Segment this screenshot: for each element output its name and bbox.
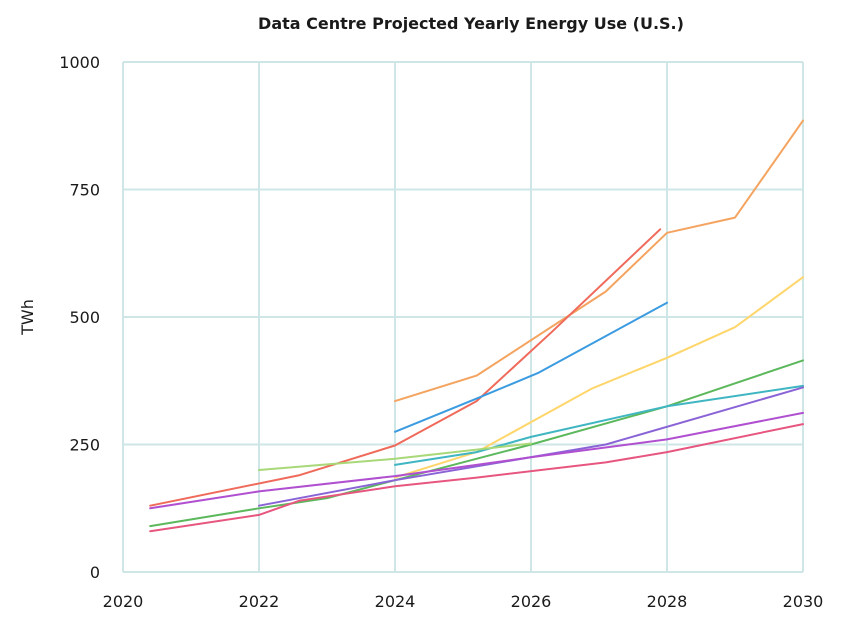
chart-title: Data Centre Projected Yearly Energy Use … xyxy=(258,14,684,33)
y-axis-label: TWh xyxy=(18,299,37,336)
series-line-9 xyxy=(149,411,804,510)
series-lines xyxy=(149,119,804,533)
series-line-7 xyxy=(258,442,532,471)
series-line-4 xyxy=(394,276,804,479)
y-tick-label: 500 xyxy=(69,308,100,327)
x-tick-label: 2030 xyxy=(783,592,824,611)
x-tick-label: 2028 xyxy=(647,592,688,611)
series-line-1 xyxy=(394,119,804,403)
y-tick-label: 1000 xyxy=(59,53,100,72)
x-axis-ticks: 2020 2022 2024 2026 2028 2030 xyxy=(103,592,824,611)
series-line-6 xyxy=(394,384,804,466)
y-tick-label: 0 xyxy=(90,563,100,582)
y-tick-label: 250 xyxy=(69,436,100,455)
x-tick-label: 2026 xyxy=(511,592,552,611)
y-tick-label: 750 xyxy=(69,181,100,200)
y-axis-ticks: 0 250 500 750 1000 xyxy=(59,53,100,582)
series-line-3 xyxy=(394,301,668,433)
x-tick-label: 2022 xyxy=(239,592,280,611)
x-tick-label: 2024 xyxy=(375,592,416,611)
x-tick-label: 2020 xyxy=(103,592,144,611)
gridlines xyxy=(122,61,804,573)
series-line-2 xyxy=(149,228,662,507)
series-line-10 xyxy=(149,423,804,533)
